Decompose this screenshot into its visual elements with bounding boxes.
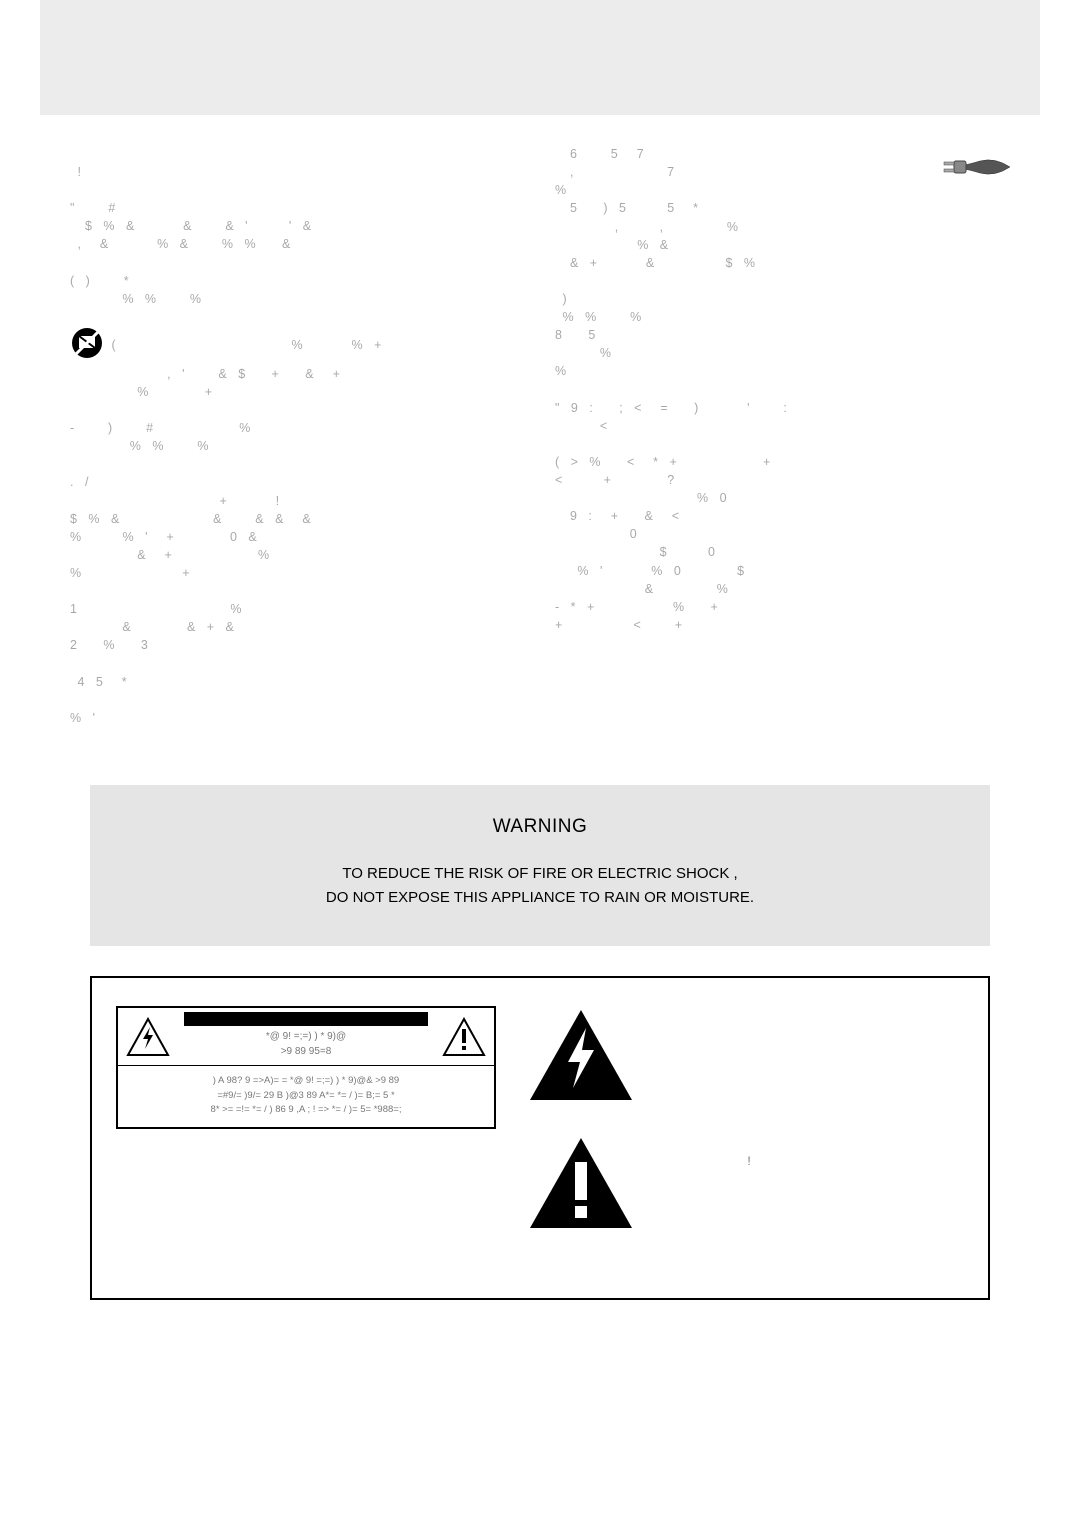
caution-left: *@ 9! =;=) ) * 9)@ >9 89 95=8 ) A 98? 9 …: [116, 1006, 496, 1262]
plate-body-line: =#9/= )9/= 29 B )@3 89 A*= *= / )= B;= 5…: [128, 1089, 484, 1103]
triangle-row-exclaim: !: [526, 1134, 964, 1238]
right-column: 6 5 7 , 7 % 5 ) 5 5 * , , % % & & + & $ …: [555, 145, 1010, 745]
caution-panel: *@ 9! =;=) ) * 9)@ >9 89 95=8 ) A 98? 9 …: [90, 976, 990, 1300]
list-item: ) % % % 8 5 % %: [555, 290, 1010, 381]
exclaim-triangle-icon: [526, 1134, 636, 1238]
plate-top-row: *@ 9! =;=) ) * 9)@ >9 89 95=8: [118, 1008, 494, 1066]
list-item: % ': [70, 709, 525, 727]
shock-triangle-icon: [526, 1006, 636, 1110]
plate-triangle-shock: [118, 1008, 178, 1065]
list-item: " 9 : ; < = ) ' : <: [555, 399, 1010, 435]
caution-plate: *@ 9! =;=) ) * 9)@ >9 89 95=8 ) A 98? 9 …: [116, 1006, 496, 1129]
warning-panel: WARNING TO REDUCE THE RISK OF FIRE OR EL…: [90, 785, 990, 947]
list-item: . / + ! $ % & & & & & % % ' + 0 & & + % …: [70, 473, 525, 582]
plate-line1: *@ 9! =;=) ) * 9)@: [184, 1030, 428, 1045]
plate-line2: >9 89 95=8: [184, 1045, 428, 1060]
list-item: ( ) * % % %: [70, 272, 525, 308]
warning-line2: DO NOT EXPOSE THIS APPLIANCE TO RAIN OR …: [110, 886, 970, 910]
plate-black-bar: [184, 1012, 428, 1026]
exclaim-description: !: [654, 1134, 964, 1188]
list-item: 1 % & & + & 2 % 3: [70, 600, 525, 654]
list-item: - ) # % % % %: [70, 419, 525, 455]
plate-body: ) A 98? 9 =>A)= = *@ 9! =;=) ) * 9)@& >9…: [118, 1066, 494, 1127]
page: ! " # $ % & & & ' ' & , & % & % % & ( ) …: [0, 0, 1080, 1390]
caution-right: !: [526, 1006, 964, 1262]
list-item: 4 5 *: [70, 673, 525, 691]
power-plug-icon: [940, 151, 1010, 188]
header-bar: [40, 0, 1040, 115]
warning-title: WARNING: [110, 813, 970, 841]
plate-body-line: ) A 98? 9 =>A)= = *@ 9! =;=) ) * 9)@& >9…: [128, 1074, 484, 1088]
plate-body-line: 8* >= =!= *= / ) 86 9 ,A ; ! => *= / )= …: [128, 1103, 484, 1117]
content-columns: ! " # $ % & & & ' ' & , & % & % % & ( ) …: [40, 145, 1040, 745]
shock-description: [654, 1006, 964, 1060]
do-not-read-icon: [70, 326, 104, 365]
plate-triangle-exclaim: [434, 1008, 494, 1065]
list-item: 6 5 7 , 7 % 5 ) 5 5 * , , % % & & + & $ …: [555, 145, 1010, 272]
list-item: ( % % + , ' & $ + & + % +: [70, 326, 525, 401]
exclaim-visible-char: !: [747, 1154, 750, 1168]
triangle-row-shock: [526, 1006, 964, 1110]
list-item: !: [70, 163, 525, 181]
plate-center: *@ 9! =;=) ) * 9)@ >9 89 95=8: [178, 1008, 434, 1065]
list-item: " # $ % & & & ' ' & , & % & % % &: [70, 199, 525, 253]
warning-line1: TO REDUCE THE RISK OF FIRE OR ELECTRIC S…: [110, 862, 970, 886]
list-item: ( > % < * + + < + ? % 0 9 : + & < 0 $ 0 …: [555, 453, 1010, 634]
left-column: ! " # $ % & & & ' ' & , & % & % % & ( ) …: [70, 145, 525, 745]
